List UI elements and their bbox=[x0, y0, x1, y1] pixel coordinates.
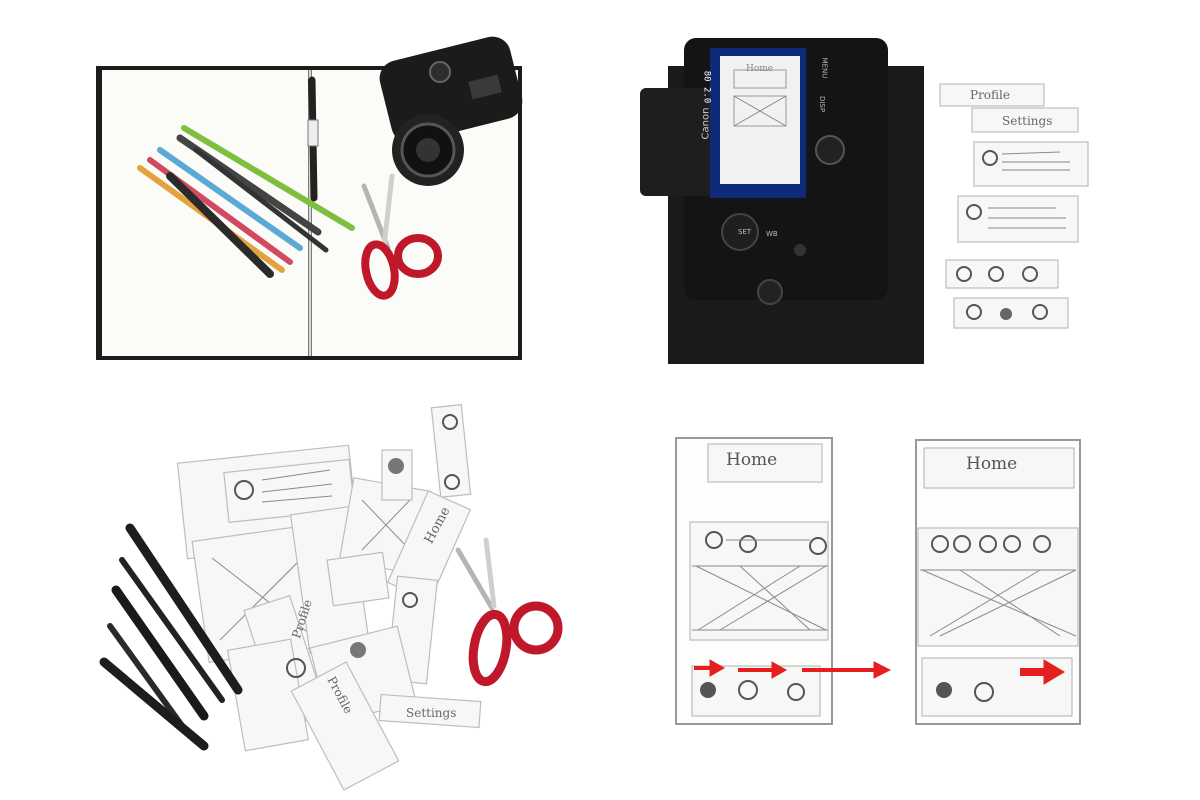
camera-back bbox=[640, 38, 888, 305]
camera-scene bbox=[640, 38, 1089, 364]
pens bbox=[99, 523, 243, 751]
arrow-right-icon bbox=[802, 661, 892, 679]
paper-cutouts bbox=[939, 83, 1089, 329]
flow-arrows bbox=[694, 659, 1065, 685]
scissors bbox=[361, 173, 442, 300]
arrow-right-icon bbox=[1020, 659, 1065, 685]
phone-frame-left bbox=[675, 437, 833, 725]
scissors-2 bbox=[455, 537, 563, 687]
arrow-right-icon bbox=[694, 659, 726, 677]
sketchbook-scene bbox=[96, 36, 523, 360]
paper-pile-scene bbox=[99, 404, 563, 791]
flow-scene bbox=[675, 437, 1081, 725]
arrow-right-icon bbox=[738, 661, 788, 679]
pencils bbox=[137, 76, 355, 278]
paper-prototypes bbox=[176, 404, 482, 791]
camera bbox=[379, 36, 523, 186]
phone-frame-right bbox=[915, 439, 1081, 725]
